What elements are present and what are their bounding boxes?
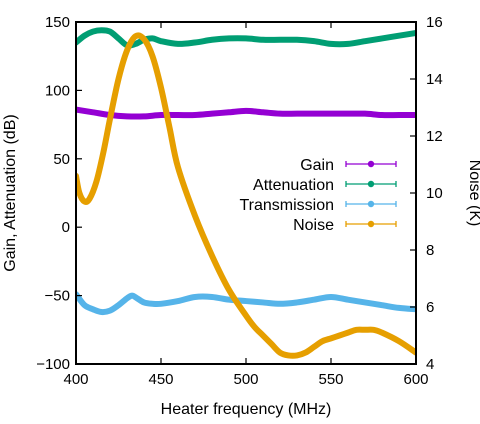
legend-label: Noise	[293, 217, 334, 234]
y2-tick-label: 4	[426, 356, 434, 373]
legend-marker	[367, 160, 375, 168]
series-gain-line	[76, 106, 416, 120]
y2-tick-label: 14	[426, 71, 443, 88]
series-layer	[76, 27, 416, 359]
y2-tick-label: 6	[426, 299, 434, 316]
y2-tick-label: 8	[426, 242, 434, 259]
y2-tick-label: 16	[426, 14, 443, 31]
legend-marker	[367, 180, 375, 188]
y-tick-label: −100	[36, 356, 70, 373]
y-tick-label: 100	[45, 82, 70, 99]
legend: Gain Attenuation Transmission Noise	[239, 157, 397, 234]
x-tick-label: 500	[233, 371, 258, 388]
y2-tick-label: 12	[426, 128, 443, 145]
x-tick-label: 450	[148, 371, 173, 388]
legend-label: Gain	[300, 157, 334, 174]
ticks-layer: 400 450 500 550 600 −100 −50 0 50 100 150 4 6 8 10 12 14…	[36, 14, 442, 388]
y2-tick-label: 10	[426, 185, 443, 202]
legend-label: Transmission	[239, 197, 334, 214]
series-attenuation-line	[76, 27, 416, 49]
series-transmission-line	[76, 291, 416, 316]
plot-area	[76, 27, 416, 359]
series-noise-line	[76, 32, 416, 359]
y-tick-label: 50	[53, 151, 70, 168]
y2-axis-title: Noise (K)	[466, 160, 480, 227]
legend-marker	[367, 200, 375, 208]
x-tick-label: 400	[63, 371, 88, 388]
x-axis-title: Heater frequency (MHz)	[161, 401, 332, 418]
x-tick-label: 550	[318, 371, 343, 388]
y-tick-label: 0	[62, 219, 70, 236]
x-tick-label: 600	[403, 371, 428, 388]
y-tick-label: −50	[45, 288, 70, 305]
y-axis-title: Gain, Attenuation (dB)	[2, 114, 19, 271]
legend-label: Attenuation	[253, 177, 334, 194]
legend-marker	[367, 220, 375, 228]
y-tick-label: 150	[45, 14, 70, 31]
